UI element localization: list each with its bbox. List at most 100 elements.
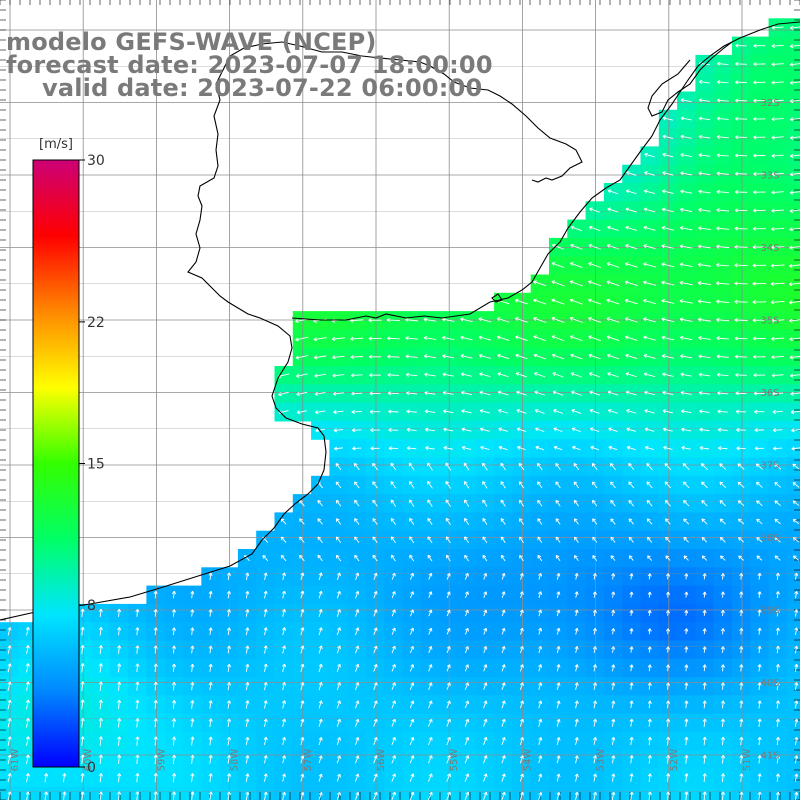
wind-arrow [25, 773, 30, 783]
wind-arrow [551, 335, 565, 342]
wind-arrow [555, 499, 561, 507]
wind-arrow [629, 700, 634, 709]
wind-arrow [80, 626, 85, 636]
wind-arrow [771, 373, 784, 378]
wind-arrow [515, 372, 528, 378]
wind-arrow [208, 663, 213, 672]
wind-arrow [680, 354, 693, 359]
wind-arrow [789, 245, 800, 250]
wind-arrow [300, 718, 305, 727]
colorbar-tick-label: 15 [87, 457, 105, 473]
wind-arrow [538, 664, 543, 672]
wind-arrow [680, 409, 692, 414]
wind-arrow [519, 499, 525, 507]
wind-arrow [409, 773, 415, 782]
wind-arrow [664, 481, 672, 489]
wind-arrow [172, 754, 177, 764]
wind-arrow [753, 43, 766, 48]
wind-arrow [369, 409, 381, 414]
wind-arrow [208, 627, 213, 636]
wind-arrow [446, 609, 451, 617]
wind-arrow [406, 391, 418, 396]
wind-arrow [681, 427, 692, 432]
wind-arrow [519, 554, 524, 562]
wind-arrow [533, 280, 547, 287]
wind-arrow [117, 736, 122, 746]
wind-arrow [208, 590, 213, 599]
wind-arrow [757, 755, 762, 764]
wind-arrow [427, 773, 433, 782]
wind-arrow [425, 445, 435, 451]
wind-arrow [753, 80, 766, 85]
wind-arrow [794, 700, 799, 709]
wind-arrow [753, 190, 766, 195]
wind-arrow [318, 663, 323, 672]
wind-arrow [153, 699, 158, 709]
wind-arrow [611, 682, 616, 690]
wind-arrow [519, 773, 524, 782]
wind-arrow [25, 626, 30, 636]
wind-arrow [171, 681, 177, 691]
wind-arrow [752, 336, 766, 341]
latitude-label: 36S [760, 388, 779, 399]
wind-arrow [190, 590, 195, 599]
wind-arrow [556, 572, 561, 580]
wind-arrow [771, 43, 784, 49]
wind-arrow [354, 499, 360, 507]
wind-arrow [208, 645, 213, 654]
wind-arrow [98, 663, 103, 673]
wind-arrow [625, 390, 637, 396]
wind-arrow [226, 736, 232, 746]
wind-arrow [684, 591, 689, 598]
wind-arrow [556, 627, 561, 635]
wind-arrow [409, 517, 415, 525]
wind-arrow [153, 590, 158, 599]
wind-arrow [570, 225, 583, 232]
field-cell [786, 786, 800, 800]
wind-arrow [461, 409, 472, 414]
wind-arrow [698, 336, 711, 341]
wind-arrow [519, 718, 524, 727]
wind-arrow [551, 280, 565, 287]
wind-arrow [789, 227, 800, 232]
wind-arrow [501, 737, 506, 746]
wind-arrow [391, 645, 396, 654]
wind-arrow [263, 572, 268, 581]
wind-arrow [697, 281, 711, 286]
title-forecast-date: forecast date: 2023-07-07 18:00:00 [6, 51, 493, 79]
wind-arrow [716, 189, 729, 194]
wind-arrow [552, 372, 564, 378]
wind-arrow [738, 555, 744, 561]
wind-arrow [538, 609, 543, 617]
wind-arrow [282, 791, 287, 800]
wind-arrow [335, 481, 342, 489]
wind-arrow [717, 61, 729, 66]
wind-arrow [7, 754, 12, 764]
wind-arrow [117, 773, 122, 783]
wind-arrow [336, 700, 341, 709]
wind-arrow [25, 717, 30, 728]
wind-arrow [773, 446, 783, 451]
wind-arrow [775, 663, 780, 672]
longitude-label: 54W [522, 749, 533, 772]
wind-arrow [7, 718, 12, 728]
wind-arrow [734, 208, 748, 213]
wind-arrow [734, 244, 748, 249]
wind-arrow [552, 390, 564, 396]
wind-arrow [661, 354, 674, 359]
field-cell [786, 732, 800, 751]
wind-arrow [662, 116, 674, 121]
wind-arrow [738, 537, 745, 543]
wind-arrow [501, 682, 506, 690]
wind-arrow [702, 718, 707, 727]
wind-arrow [753, 116, 766, 122]
wind-arrow [589, 390, 600, 396]
latitude-label: 34S [760, 243, 779, 254]
wind-arrow [387, 336, 400, 341]
wind-arrow [719, 500, 726, 507]
field-cell [786, 713, 800, 733]
wind-arrow [355, 700, 360, 709]
wind-arrow [409, 572, 415, 580]
wind-arrow [719, 537, 726, 543]
wind-arrow [775, 773, 780, 782]
